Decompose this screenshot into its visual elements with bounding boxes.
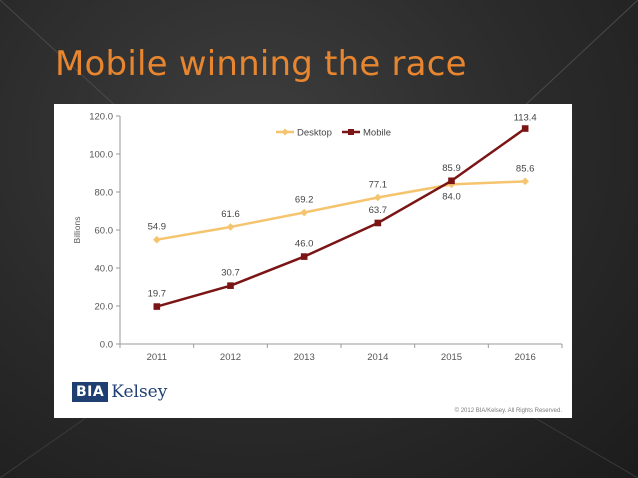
legend-mobile-label: Mobile [363, 128, 391, 139]
desktop-data-label: 61.6 [221, 209, 240, 220]
y-tick-label: 120.0 [89, 112, 113, 123]
desktop-point [226, 223, 235, 231]
desktop-data-label: 77.1 [369, 180, 388, 191]
mobile-data-label: 85.9 [442, 163, 461, 174]
y-tick-label: 60.0 [95, 226, 114, 237]
mobile-point [448, 177, 455, 185]
mobile-point [300, 253, 308, 260]
y-axis-title: Billions [72, 217, 82, 244]
y-tick-label: 80.0 [95, 188, 114, 199]
desktop-point [374, 193, 382, 202]
x-tick-label: 2014 [367, 352, 388, 363]
slide-title: Mobile winning the race [55, 44, 467, 84]
desktop-data-label: 84.0 [442, 191, 461, 202]
legend-desktop-label: Desktop [297, 128, 332, 139]
logo-box: BIA [72, 382, 109, 402]
x-tick-label: 2011 [147, 352, 167, 363]
mobile-point [521, 125, 529, 132]
legend-mobile-marker [348, 129, 354, 135]
mobile-point [374, 219, 382, 227]
desktop-point [300, 208, 308, 217]
x-tick-label: 2015 [441, 352, 462, 363]
y-tick-label: 40.0 [95, 264, 114, 275]
y-tick-label: 20.0 [95, 302, 114, 313]
desktop-point [153, 235, 161, 244]
copyright-text: © 2012 BIA/Kelsey. All Rights Reserved. [454, 408, 562, 414]
line-chart: 0.0 20.0 40.0 60.0 80.0 100.0 120.0 2011 2012 201… [72, 112, 563, 363]
y-tick-label: 100.0 [89, 150, 113, 161]
mobile-data-label: 63.7 [369, 205, 388, 216]
mobile-data-label: 113.4 [514, 113, 537, 124]
mobile-data-label: 46.0 [295, 239, 314, 250]
desktop-data-label: 69.2 [295, 195, 314, 206]
mobile-point [227, 282, 234, 289]
legend-desktop-marker [281, 128, 289, 136]
series-line-desktop [156, 180, 526, 241]
mobile-data-label: 30.7 [221, 268, 240, 279]
x-tick-label: 2013 [294, 352, 315, 363]
x-tick-label: 2016 [515, 352, 536, 363]
logo-word: Kelsey [111, 382, 168, 402]
mobile-point [153, 303, 161, 310]
series-line-mobile [156, 127, 526, 308]
y-tick-label: 0.0 [100, 340, 113, 351]
bia-kelsey-logo: BIA Kelsey [72, 382, 167, 402]
mobile-data-label: 19.7 [148, 289, 167, 300]
desktop-data-label: 85.6 [516, 163, 535, 174]
chart-card: 0.0 20.0 40.0 60.0 80.0 100.0 120.0 2011 2012 201… [54, 104, 572, 418]
desktop-data-label: 54.9 [148, 222, 167, 233]
x-tick-label: 2012 [220, 352, 241, 363]
desktop-point [521, 177, 529, 186]
